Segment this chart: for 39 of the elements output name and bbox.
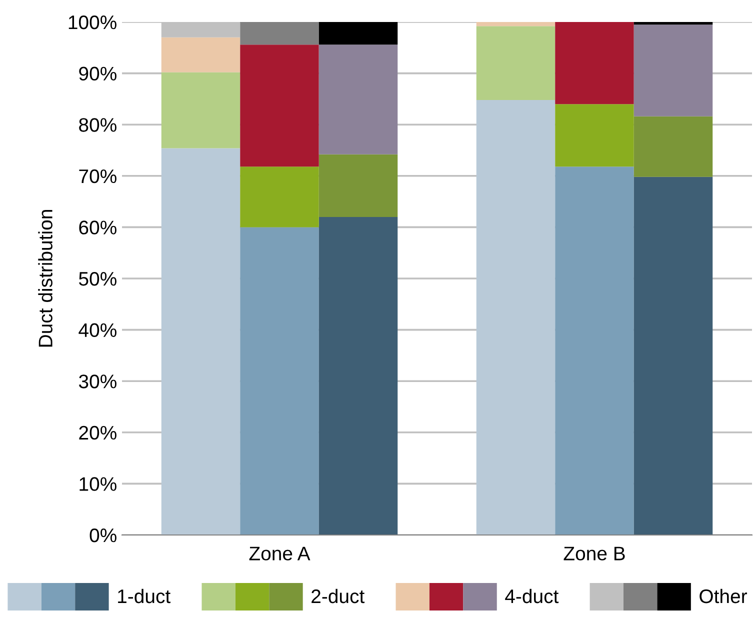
bar — [318, 22, 398, 45]
bar — [318, 44, 398, 154]
y-tick-label: 0% — [90, 528, 116, 542]
y-tick-label: 70% — [79, 169, 116, 184]
bar — [240, 227, 319, 535]
bar — [555, 22, 634, 104]
legend-label: Other — [700, 588, 747, 604]
bar — [161, 72, 240, 148]
bar — [555, 104, 634, 167]
y-tick-label: 40% — [78, 323, 116, 338]
bar — [634, 116, 713, 177]
y-tick-label: 20% — [79, 426, 116, 440]
bar — [555, 166, 634, 535]
bar — [161, 37, 240, 72]
y-tick-label: 50% — [79, 272, 116, 286]
bar — [318, 154, 398, 217]
legend-label: 1-duct — [118, 588, 170, 604]
x-tick-label: Zone A — [249, 546, 310, 560]
bar — [240, 166, 319, 228]
y-tick-label: 80% — [79, 118, 116, 132]
bar — [240, 22, 319, 45]
bar — [634, 22, 713, 25]
bar — [318, 216, 398, 535]
legend-label: 4-duct — [505, 588, 559, 604]
y-tick-label: 90% — [79, 66, 116, 81]
x-tick-label: Zone B — [564, 546, 625, 560]
bar — [476, 26, 556, 100]
bar — [476, 22, 556, 26]
bar — [161, 148, 240, 535]
legend-label: 2-duct — [312, 588, 365, 604]
bar — [240, 44, 319, 167]
y-tick-label: 30% — [78, 374, 116, 388]
y-tick-label: 60% — [79, 220, 116, 234]
y-tick-label: 100% — [68, 15, 116, 30]
y-tick-label: 10% — [80, 477, 116, 491]
bar — [634, 24, 713, 116]
y-axis-title: Duct distribution — [38, 210, 52, 347]
bar — [634, 176, 713, 535]
bar — [476, 100, 556, 535]
